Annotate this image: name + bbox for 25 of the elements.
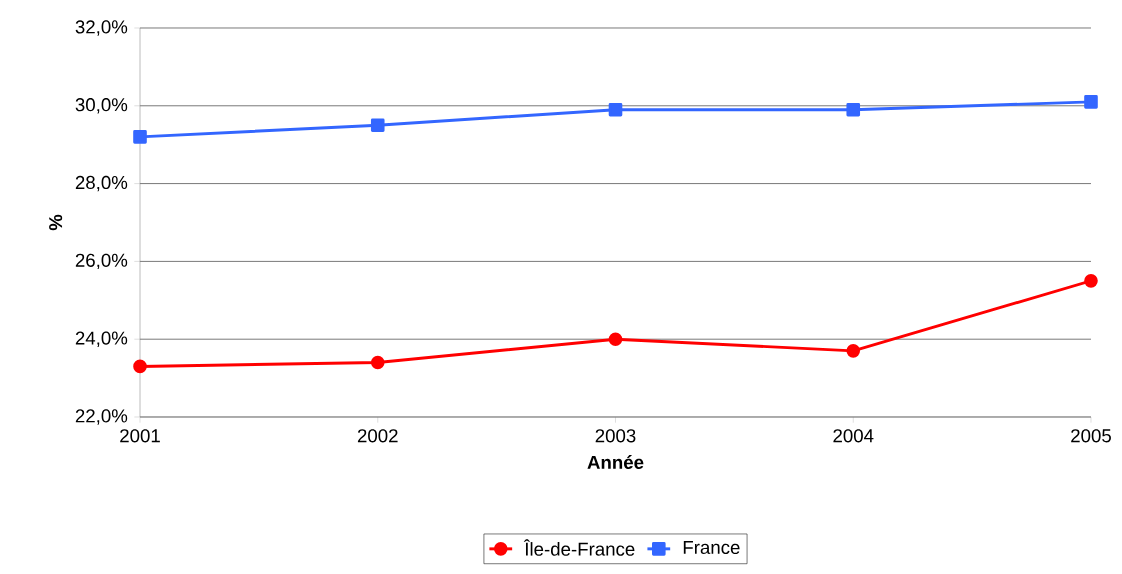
legend-label: Île-de-France	[523, 539, 635, 556]
point	[133, 359, 147, 374]
y-tick-label: 22,0%	[75, 409, 128, 425]
y-tick-label: 32,0%	[75, 20, 128, 36]
point	[370, 355, 385, 370]
y-tick-label: 26,0%	[75, 253, 128, 270]
point	[1084, 274, 1098, 288]
x-tick-label: 2001	[120, 429, 160, 443]
x-tick-label: 2004	[833, 429, 874, 443]
y-axis-title: %	[49, 214, 63, 231]
point	[1084, 95, 1098, 109]
x-tick-label: 2002	[357, 429, 398, 443]
point	[608, 102, 623, 117]
point	[846, 102, 861, 117]
x-tick-label: 2003	[595, 429, 636, 443]
y-tick-label: 28,0%	[75, 175, 128, 192]
x-axis-title: Année	[587, 455, 644, 469]
y-tick-label: 24,0%	[75, 331, 128, 347]
point	[133, 130, 147, 144]
legend-label: France	[683, 541, 740, 555]
point	[370, 118, 385, 133]
x-tick-label: 2005	[1071, 429, 1111, 443]
point	[846, 344, 861, 358]
point	[608, 332, 623, 346]
y-tick-label: 30,0%	[75, 98, 128, 114]
